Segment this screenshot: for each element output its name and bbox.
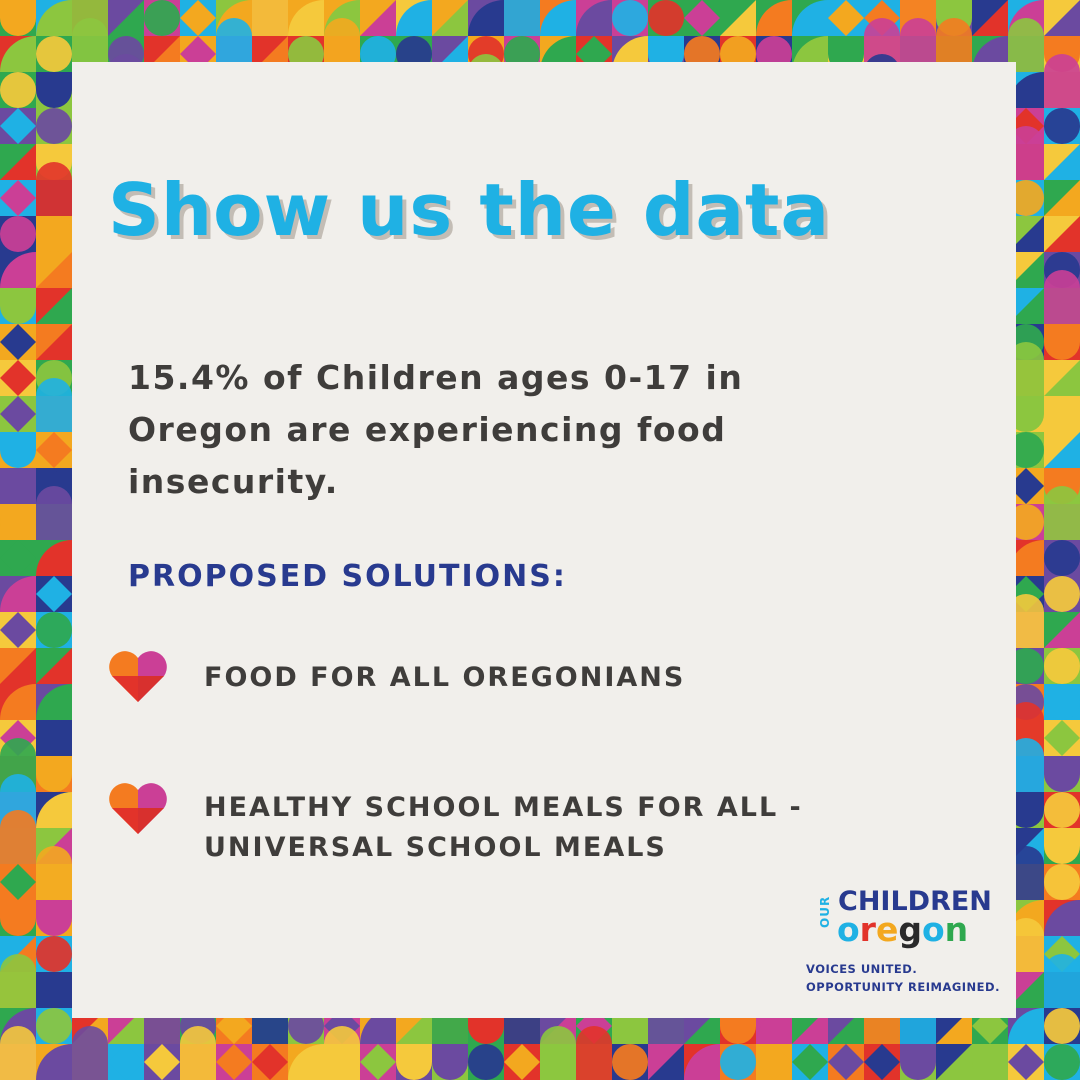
- logo-our-text: OUR: [818, 895, 832, 929]
- logo-children-text: CHILDREN: [838, 886, 992, 917]
- solution-label: FOOD FOR ALL OREGONIANS: [204, 662, 686, 693]
- logo-oregon-letter: e: [875, 910, 899, 949]
- logo-tagline: VOICES UNITED.: [806, 962, 918, 976]
- solution-label: HEALTHY SCHOOL MEALS FOR ALL - UNIVERSAL…: [204, 792, 803, 863]
- our-children-oregon-logo: OUR CHILDREN oregon VOICES UNITED. OPPOR…: [804, 886, 1004, 998]
- page-title: Show us the data: [108, 168, 831, 252]
- logo-oregon-letter: r: [859, 910, 876, 949]
- logo-oregon-letter: o: [837, 910, 860, 949]
- logo-oregon-letter: o: [921, 910, 945, 949]
- logo-oregon-text: oregon: [837, 910, 968, 950]
- heart-icon: [109, 783, 167, 834]
- logo-oregon-letter: g: [898, 910, 922, 949]
- logo-oregon-letter: n: [944, 910, 969, 949]
- food-insecurity-stat: 15.4% of Children ages 0-17 in Oregon ar…: [128, 358, 744, 501]
- proposed-solutions-heading: PROPOSED SOLUTIONS:: [128, 559, 567, 594]
- logo-tagline: OPPORTUNITY REIMAGINED.: [806, 980, 1000, 994]
- heart-icon: [109, 651, 167, 702]
- content-panel: [72, 62, 1016, 1018]
